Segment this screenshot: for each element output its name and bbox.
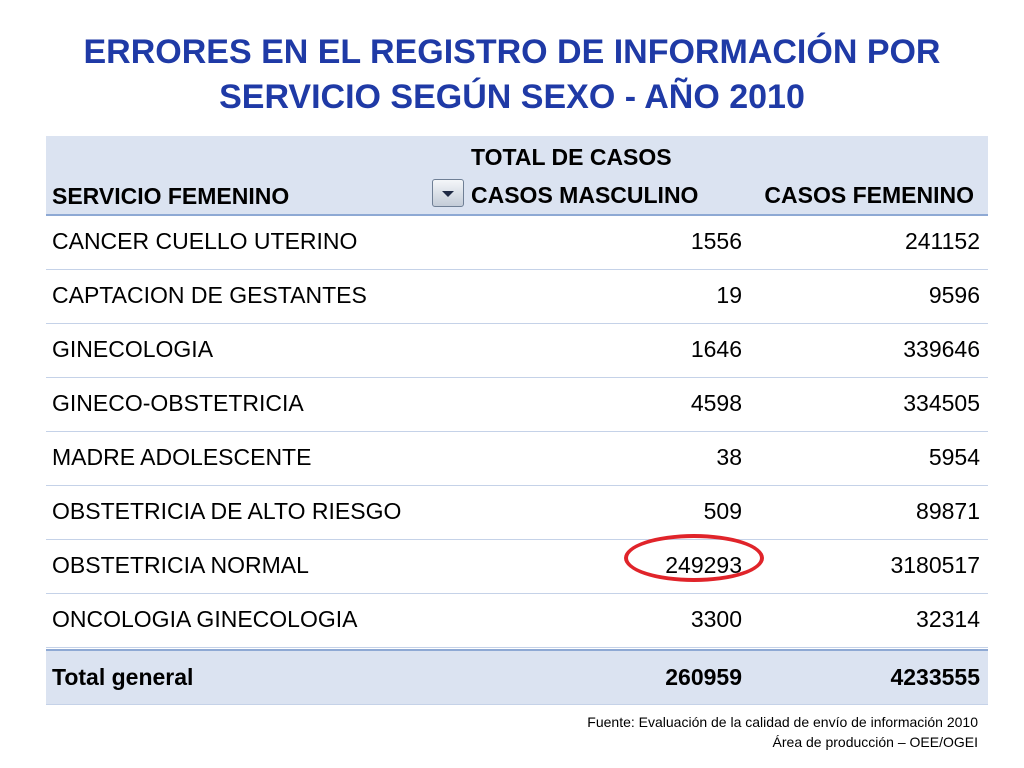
cell-femenino: 9596 [928,282,980,308]
header-servicio: SERVICIO FEMENINO [52,183,290,209]
total-femenino: 4233555 [890,664,980,690]
header-casos-femenino: CASOS FEMENINO [764,182,974,208]
table-row: OBSTETRICIA NORMAL 249293 3180517 [46,534,988,594]
cell-masculino: 4598 [690,390,742,416]
cell-femenino: 241152 [904,228,980,254]
total-label: Total general [52,664,194,690]
table-row: GINECOLOGIA 1646 339646 [46,324,988,378]
cell-servicio: GINECOLOGIA [52,336,214,362]
table-row: OBSTETRICIA DE ALTO RIESGO 509 89871 [46,486,988,540]
cell-femenino: 32314 [916,606,980,632]
cell-masculino: 1556 [690,228,742,254]
source-footer: Fuente: Evaluación de la calidad de enví… [587,712,978,752]
total-masculino: 260959 [665,664,742,690]
table-row: CAPTACION DE GESTANTES 19 9596 [46,270,988,324]
title-line-1: ERRORES EN EL REGISTRO DE INFORMACIÓN PO… [83,33,941,71]
cell-servicio: CANCER CUELLO UTERINO [52,228,358,254]
table-row: GINECO-OBSTETRICIA 4598 334505 [46,378,988,432]
cell-femenino: 89871 [916,498,980,524]
pivot-table: TOTAL DE CASOS SERVICIO FEMENINO CASOS M… [46,136,988,705]
footer-area-line: Área de producción – OEE/OGEI [772,734,978,750]
cell-servicio: GINECO-OBSTETRICIA [52,390,304,416]
cell-masculino: 509 [703,498,742,524]
cell-femenino: 334505 [903,390,980,416]
cell-femenino: 5954 [928,444,980,470]
cell-servicio: MADRE ADOLESCENTE [52,444,312,470]
table-row: CANCER CUELLO UTERINO 1556 241152 [46,216,988,270]
table-row: ONCOLOGIA GINECOLOGIA 3300 32314 [46,594,988,648]
cell-femenino: 3180517 [890,552,980,578]
cell-masculino: 1646 [690,336,742,362]
cell-masculino: 19 [716,282,742,308]
cell-servicio: CAPTACION DE GESTANTES [52,282,367,308]
cell-masculino: 3300 [690,606,742,632]
header-total-cases: TOTAL DE CASOS [471,144,672,170]
filter-dropdown-button[interactable] [432,179,464,207]
cell-servicio: OBSTETRICIA NORMAL [52,552,309,578]
cell-femenino: 339646 [903,336,980,362]
cell-servicio: ONCOLOGIA GINECOLOGIA [52,606,358,632]
footer-source-line: Fuente: Evaluación de la calidad de enví… [587,714,978,730]
cell-masculino: 249293 [665,552,742,578]
table-header: TOTAL DE CASOS SERVICIO FEMENINO CASOS M… [46,136,988,216]
cell-servicio: OBSTETRICIA DE ALTO RIESGO [52,498,402,524]
header-casos-masculino: CASOS MASCULINO [471,182,699,208]
title-line-2: SERVICIO SEGÚN SEXO - AÑO 2010 [219,78,805,116]
table-row: MADRE ADOLESCENTE 38 5954 [46,432,988,486]
cell-masculino: 38 [716,444,742,470]
slide-title: ERRORES EN EL REGISTRO DE INFORMACIÓN PO… [60,30,964,120]
total-row: Total general 260959 4233555 [46,649,988,705]
chevron-down-icon [442,191,454,197]
